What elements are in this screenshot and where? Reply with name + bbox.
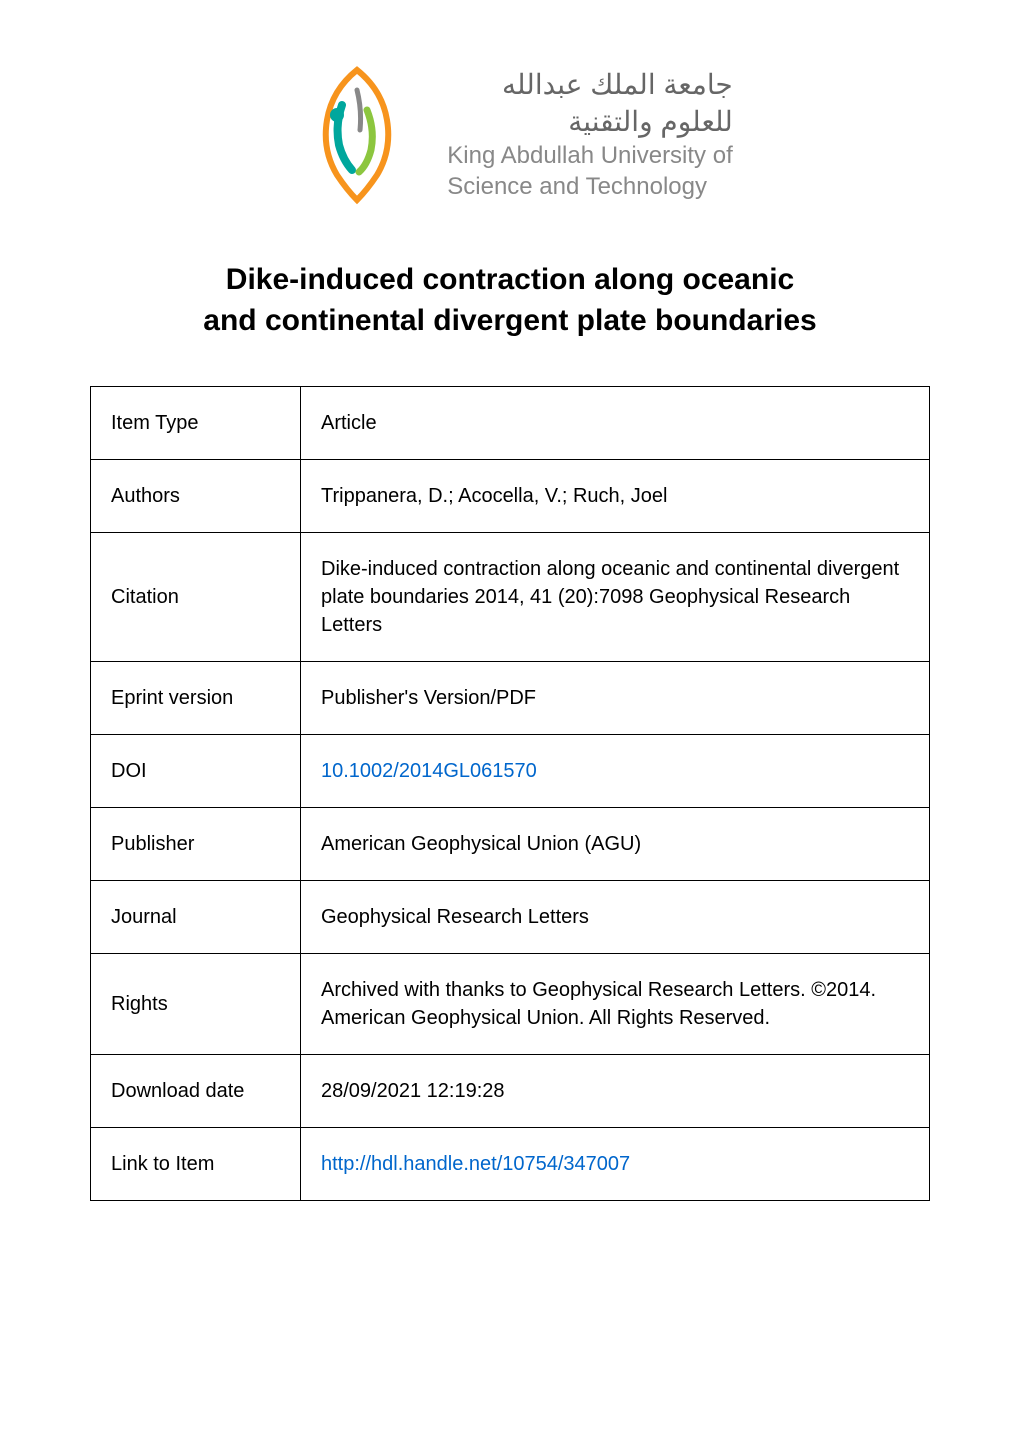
label-download-date: Download date	[91, 1055, 301, 1128]
table-row: DOI 10.1002/2014GL061570	[91, 735, 930, 808]
table-row: Download date 28/09/2021 12:19:28	[91, 1055, 930, 1128]
table-row: Publisher American Geophysical Union (AG…	[91, 808, 930, 881]
value-item-type: Article	[301, 387, 930, 460]
table-row: Item Type Article	[91, 387, 930, 460]
label-authors: Authors	[91, 460, 301, 533]
metadata-table: Item Type Article Authors Trippanera, D.…	[90, 386, 930, 1201]
label-doi: DOI	[91, 735, 301, 808]
label-citation: Citation	[91, 533, 301, 662]
value-link-to-item: http://hdl.handle.net/10754/347007	[301, 1128, 930, 1201]
header-section: جامعة الملك عبدالله للعلوم والتقنية King…	[90, 60, 930, 210]
value-eprint-version: Publisher's Version/PDF	[301, 662, 930, 735]
title-line-1: Dike-induced contraction along oceanic	[90, 260, 930, 301]
arabic-name-line1: جامعة الملك عبدالله	[447, 67, 733, 103]
table-row: Citation Dike-induced contraction along …	[91, 533, 930, 662]
table-row: Authors Trippanera, D.; Acocella, V.; Ru…	[91, 460, 930, 533]
value-download-date: 28/09/2021 12:19:28	[301, 1055, 930, 1128]
item-link[interactable]: http://hdl.handle.net/10754/347007	[321, 1153, 630, 1175]
doi-link[interactable]: 10.1002/2014GL061570	[321, 760, 537, 782]
value-publisher: American Geophysical Union (AGU)	[301, 808, 930, 881]
english-name-line1: King Abdullah University of	[447, 140, 733, 171]
english-name-line2: Science and Technology	[447, 171, 733, 202]
label-link-to-item: Link to Item	[91, 1128, 301, 1201]
university-name-block: جامعة الملك عبدالله للعلوم والتقنية King…	[447, 67, 733, 202]
label-journal: Journal	[91, 881, 301, 954]
value-authors: Trippanera, D.; Acocella, V.; Ruch, Joel	[301, 460, 930, 533]
table-row: Journal Geophysical Research Letters	[91, 881, 930, 954]
arabic-name-line2: للعلوم والتقنية	[447, 104, 733, 140]
label-publisher: Publisher	[91, 808, 301, 881]
kaust-logo	[287, 60, 427, 210]
label-item-type: Item Type	[91, 387, 301, 460]
title-line-2: and continental divergent plate boundari…	[90, 301, 930, 342]
page-title: Dike-induced contraction along oceanic a…	[90, 260, 930, 341]
flame-logo-icon	[287, 60, 427, 210]
label-rights: Rights	[91, 954, 301, 1055]
value-citation: Dike-induced contraction along oceanic a…	[301, 533, 930, 662]
table-row: Link to Item http://hdl.handle.net/10754…	[91, 1128, 930, 1201]
table-row: Eprint version Publisher's Version/PDF	[91, 662, 930, 735]
label-eprint-version: Eprint version	[91, 662, 301, 735]
value-doi: 10.1002/2014GL061570	[301, 735, 930, 808]
value-journal: Geophysical Research Letters	[301, 881, 930, 954]
metadata-table-body: Item Type Article Authors Trippanera, D.…	[91, 387, 930, 1201]
value-rights: Archived with thanks to Geophysical Rese…	[301, 954, 930, 1055]
table-row: Rights Archived with thanks to Geophysic…	[91, 954, 930, 1055]
